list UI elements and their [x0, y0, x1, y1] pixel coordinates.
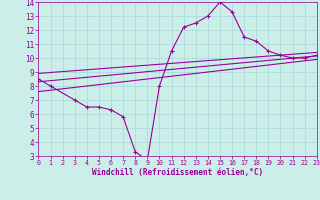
X-axis label: Windchill (Refroidissement éolien,°C): Windchill (Refroidissement éolien,°C)	[92, 168, 263, 177]
